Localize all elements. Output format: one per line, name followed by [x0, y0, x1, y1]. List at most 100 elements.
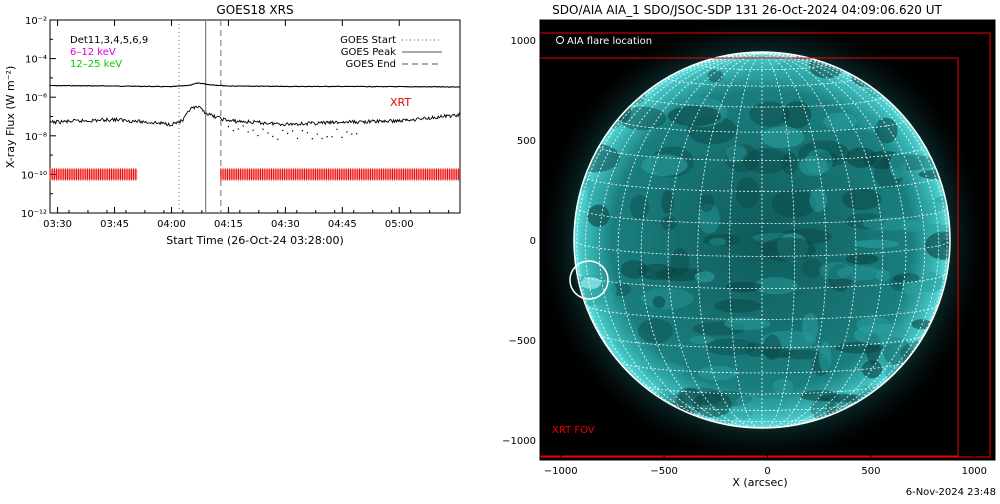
disk-feature — [761, 237, 816, 262]
goes-xlabel: Start Time (26-Oct-24 03:28:00) — [166, 234, 344, 247]
disk-feature — [853, 239, 900, 249]
x-tick-label: 04:45 — [328, 219, 357, 230]
goes-noise-point — [331, 136, 333, 138]
goes-noise-point — [336, 128, 338, 131]
disk-feature — [739, 69, 778, 81]
goes-noise-point — [356, 133, 358, 135]
latitude-grid-line — [599, 334, 925, 349]
x-tick-label: 03:30 — [43, 219, 72, 230]
disk-feature — [761, 126, 805, 149]
goes-title: GOES18 XRS — [216, 3, 293, 17]
legend-left-item: 12–25 keV — [70, 59, 122, 70]
longitude-grid-line — [761, 52, 827, 428]
goes-series-line — [50, 82, 461, 88]
goes-noise-point — [237, 128, 239, 130]
disk-feature — [781, 151, 798, 175]
disk-feature — [661, 189, 675, 215]
aia-y-tick-label: 500 — [517, 136, 536, 147]
disk-feature — [902, 220, 924, 232]
latitude-grid-line — [667, 77, 857, 87]
flare-legend-symbol — [556, 36, 564, 44]
longitude-grid-line — [761, 52, 940, 422]
disk-feature — [818, 341, 832, 373]
longitude-grid-line — [576, 52, 763, 408]
disk-feature — [823, 112, 857, 131]
disk-feature — [911, 319, 932, 330]
disk-feature — [853, 324, 908, 346]
longitude-grid-line — [761, 52, 907, 428]
disk-feature — [763, 334, 782, 360]
disk-feature — [771, 189, 817, 218]
goes-xrs-plot: GOES18 XRS X-ray Flux (W m⁻²) Start Time… — [0, 0, 470, 250]
longitude-grid-line — [761, 52, 857, 428]
xrt-label: XRT — [390, 96, 411, 109]
disk-feature — [726, 145, 748, 163]
y-tick-label: 10⁻¹² — [21, 209, 47, 220]
x-tick-label: 05:00 — [385, 219, 414, 230]
disk-feature — [772, 378, 794, 394]
disk-feature — [917, 271, 944, 293]
latitude-grid-line — [576, 207, 948, 224]
limb-outline — [573, 51, 951, 429]
disk-feature — [845, 213, 886, 230]
aia-xlabel: X (arcsec) — [732, 476, 787, 489]
goes-noise-point — [346, 131, 348, 133]
disk-feature — [707, 69, 723, 83]
disk-feature — [652, 296, 666, 309]
goes-noise-point — [306, 132, 309, 134]
disk-feature — [745, 342, 764, 357]
disk-feature — [726, 281, 762, 293]
aia-x-tick-label: 500 — [861, 466, 880, 477]
flare-legend-text: AIA flare location — [567, 36, 652, 47]
disk-feature — [828, 264, 852, 292]
legend-left-item: Det11,3,4,5,6,9 — [70, 35, 148, 46]
legend-right-item: GOES End — [346, 59, 396, 70]
y-tick-label: 10⁻⁴ — [25, 55, 47, 66]
goes-noise-point — [296, 137, 299, 140]
disk-feature — [856, 112, 879, 133]
aia-image-panel: SDO/AIA AIA_1 SDO/JSOC-SDP 131 26-Oct-20… — [495, 0, 1000, 500]
disk-feature — [915, 199, 949, 214]
disk-feature — [782, 101, 812, 129]
xrt-coverage-band — [220, 169, 460, 180]
goes-noise-point — [316, 133, 318, 135]
goes-noise-point — [227, 125, 230, 128]
aia-x-tick-label: −500 — [650, 466, 677, 477]
longitude-grid-line — [667, 52, 763, 428]
disk-feature — [845, 253, 879, 265]
disk-feature — [661, 215, 678, 231]
goes-noise-point — [311, 138, 314, 140]
disk-feature — [819, 262, 853, 280]
legend-left-item: 6–12 keV — [70, 47, 116, 58]
longitude-grid-line — [761, 52, 948, 408]
disk-feature — [735, 405, 754, 420]
longitude-grid-line — [697, 52, 763, 428]
disk-feature — [834, 341, 884, 354]
disk-feature — [689, 335, 714, 345]
latitude-grid-line — [574, 239, 950, 257]
aia-y-tick-label: 1000 — [511, 36, 536, 47]
aia-x-tick-label: −1000 — [544, 466, 578, 477]
disk-feature — [735, 177, 760, 209]
disk-feature — [697, 365, 738, 381]
disk-feature — [875, 269, 890, 282]
legend-right-item: GOES Peak — [341, 47, 396, 58]
x-tick-label: 04:00 — [157, 219, 186, 230]
disk-feature — [836, 265, 882, 281]
longitude-grid-line — [598, 52, 763, 427]
longitude-grid-line — [761, 52, 795, 428]
goes-noise-point — [262, 128, 264, 130]
disk-feature — [725, 144, 761, 173]
disk-feature — [889, 151, 907, 179]
goes-noise-point — [326, 136, 328, 138]
goes-series-line — [49, 105, 461, 127]
disk-feature — [861, 360, 883, 379]
disk-feature — [724, 317, 771, 331]
goes-noise-point — [286, 132, 289, 135]
aia-y-tick-label: −500 — [509, 336, 536, 347]
latitude-grid-line — [699, 416, 825, 422]
disk-feature — [779, 349, 824, 360]
y-tick-label: 10⁻⁶ — [25, 93, 47, 104]
longitude-grid-line — [761, 52, 926, 427]
disk-feature — [893, 273, 920, 283]
